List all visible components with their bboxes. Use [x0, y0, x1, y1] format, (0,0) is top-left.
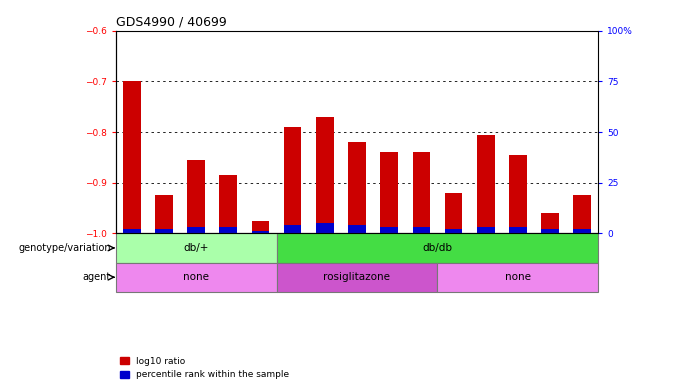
Bar	[541, 213, 559, 233]
Bar	[316, 223, 334, 233]
Bar	[380, 152, 398, 233]
Text: none: none	[505, 272, 531, 282]
Bar	[116, 233, 277, 263]
Bar	[123, 229, 141, 233]
Bar	[252, 231, 269, 233]
Text: GDS4990 / 40699: GDS4990 / 40699	[116, 15, 226, 28]
Bar	[316, 117, 334, 233]
Bar	[509, 227, 527, 233]
Bar	[445, 229, 462, 233]
Bar	[348, 142, 366, 233]
Bar	[155, 195, 173, 233]
Text: db/db: db/db	[422, 243, 452, 253]
Bar	[477, 227, 494, 233]
Text: none: none	[183, 272, 209, 282]
Bar	[284, 127, 301, 233]
Bar	[348, 225, 366, 233]
Bar	[116, 263, 277, 292]
Bar	[509, 155, 527, 233]
Bar	[220, 227, 237, 233]
Bar	[477, 134, 494, 233]
Bar	[284, 225, 301, 233]
Bar	[155, 229, 173, 233]
Bar	[573, 195, 591, 233]
Bar	[380, 227, 398, 233]
Bar	[187, 160, 205, 233]
Text: agent: agent	[82, 272, 111, 282]
Text: db/+: db/+	[184, 243, 209, 253]
Bar	[541, 229, 559, 233]
Bar	[573, 229, 591, 233]
Text: genotype/variation: genotype/variation	[18, 243, 111, 253]
Legend: log10 ratio, percentile rank within the sample: log10 ratio, percentile rank within the …	[120, 357, 290, 379]
Bar	[220, 175, 237, 233]
Text: rosiglitazone: rosiglitazone	[324, 272, 390, 282]
Bar	[277, 233, 598, 263]
Bar	[445, 193, 462, 233]
Bar	[252, 221, 269, 233]
Bar	[123, 81, 141, 233]
Bar	[413, 227, 430, 233]
Bar	[187, 227, 205, 233]
Bar	[413, 152, 430, 233]
Bar	[437, 263, 598, 292]
Bar	[277, 263, 437, 292]
